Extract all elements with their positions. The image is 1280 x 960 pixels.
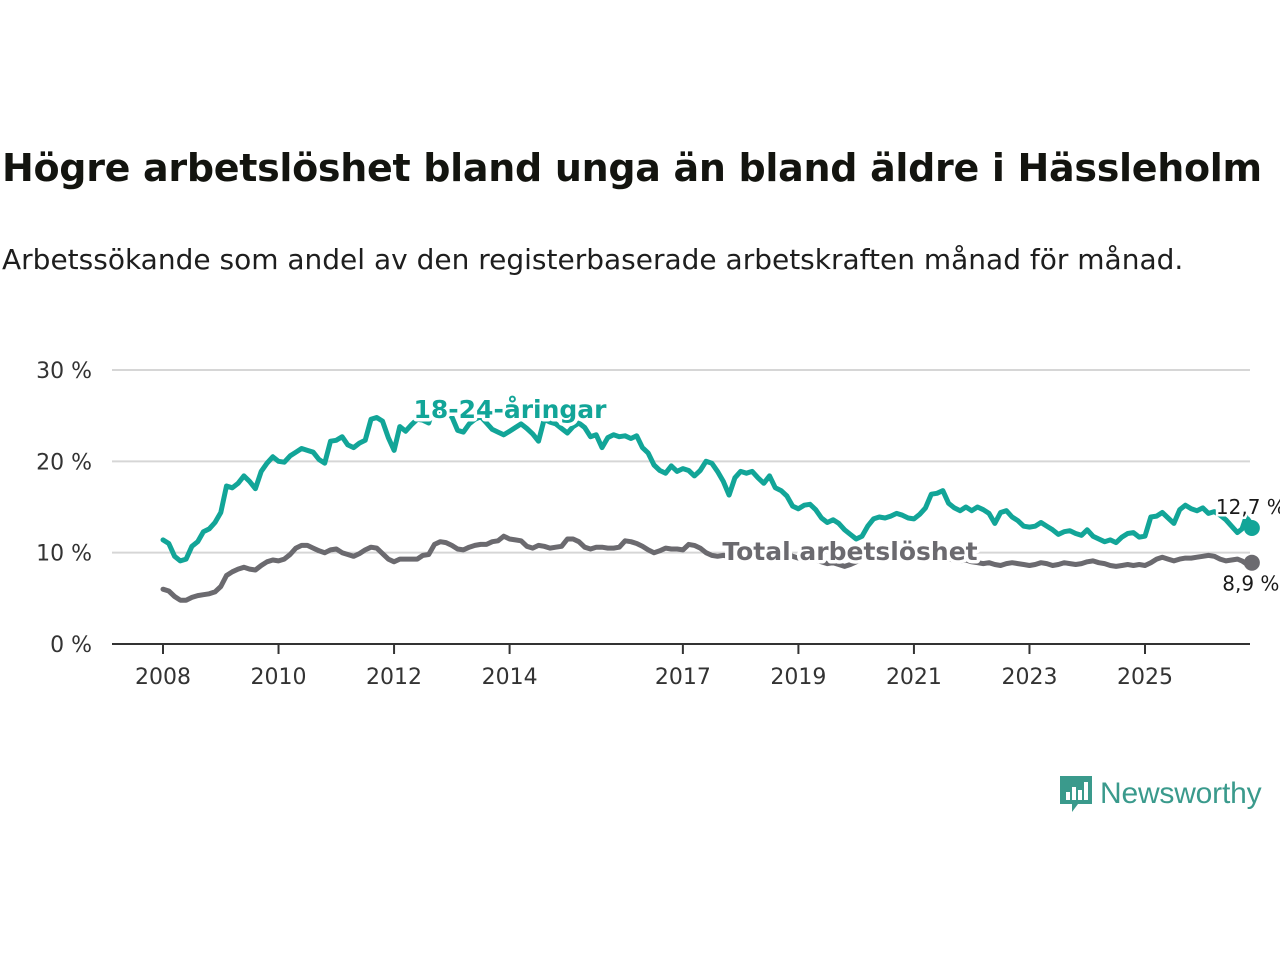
y-tick-label: 0 % [50,633,92,658]
series-label-total: Total arbetslöshet [722,537,977,566]
x-axis-ticks: 2008 2010 2012 2014 2017 2019 2021 2023 2025 [135,644,1173,690]
y-tick-label: 10 % [36,542,92,567]
youth-line [160,401,1255,564]
line-chart: 0 % 10 % 20 % 30 % 2008 2010 2012 2014 2017 2019… [36,359,1280,690]
brand-name: Newsworthy [1100,777,1262,810]
y-axis-ticks: 0 % 10 % 20 % 30 % [36,359,92,658]
end-point-marker [1243,520,1260,537]
y-tick-label: 30 % [36,359,92,384]
x-tick-label: 2025 [1117,665,1173,690]
brand-logo[interactable]: Newsworthy [1058,772,1262,816]
x-tick-label: 2019 [770,665,826,690]
series-lines [160,401,1260,603]
end-label-total: 8,9 % [1222,572,1279,596]
x-tick-label: 2021 [886,665,942,690]
series-labels: 18-24-åringar Total arbetslöshet 12,7 % 8,9… [410,392,1280,599]
series-label-youth: 18-24-åringar [414,395,608,424]
newsworthy-logo-icon [1060,776,1092,812]
x-tick-label: 2008 [135,665,191,690]
x-tick-label: 2010 [251,665,307,690]
x-tick-label: 2014 [482,665,538,690]
chart-subtitle: Arbetssökande som andel av den registerb… [2,243,1184,276]
total-line [160,533,1255,603]
end-label-youth: 12,7 % [1216,495,1280,519]
x-tick-label: 2012 [366,665,422,690]
x-tick-label: 2023 [1001,665,1057,690]
y-tick-label: 20 % [36,450,92,475]
gridlines [112,369,1250,554]
x-tick-label: 2017 [655,665,711,690]
chart-title: Högre arbetslöshet bland unga än bland ä… [2,146,1262,190]
end-point-marker [1243,554,1260,571]
